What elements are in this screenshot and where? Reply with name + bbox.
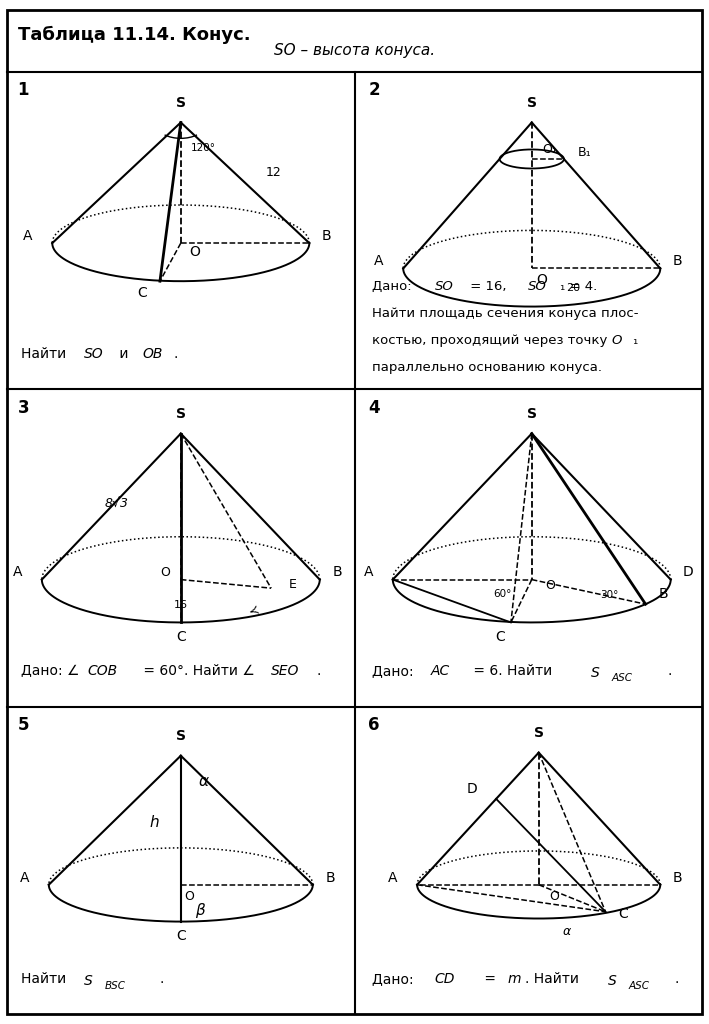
Text: ASC: ASC (629, 981, 650, 991)
Text: A: A (13, 565, 22, 580)
Text: m: m (508, 972, 521, 986)
Text: C: C (496, 631, 506, 644)
Text: 30°: 30° (601, 590, 619, 600)
Text: SO: SO (435, 280, 453, 293)
Text: 60°: 60° (493, 589, 512, 599)
Text: β: β (195, 903, 204, 919)
Text: AC: AC (431, 664, 450, 678)
Text: S: S (534, 726, 544, 740)
Text: 12: 12 (266, 167, 281, 179)
Text: 2: 2 (369, 81, 380, 99)
Text: . Найти: . Найти (525, 972, 584, 986)
Text: .: . (316, 664, 320, 678)
Text: S: S (591, 666, 600, 680)
Text: B: B (333, 565, 342, 580)
Text: .: . (667, 664, 671, 678)
Text: O: O (189, 245, 200, 259)
Text: S: S (527, 407, 537, 421)
Text: O: O (184, 890, 194, 903)
Text: CD: CD (435, 972, 455, 986)
Text: O: O (160, 566, 170, 580)
Text: COB: COB (87, 664, 117, 678)
Text: и: и (115, 346, 133, 360)
Text: = 16,: = 16, (466, 280, 510, 293)
Text: Дано: ∠: Дано: ∠ (21, 664, 79, 678)
Text: C: C (176, 631, 186, 644)
Text: S: S (608, 974, 617, 987)
Text: A: A (23, 229, 33, 243)
Text: B: B (658, 587, 668, 601)
Text: B₁: B₁ (578, 145, 591, 159)
Text: S: S (176, 729, 186, 743)
Text: .: . (160, 972, 164, 986)
Text: SO: SO (84, 346, 103, 360)
Text: A: A (364, 565, 373, 580)
Text: ASC: ASC (612, 673, 632, 683)
Text: D: D (683, 565, 693, 580)
Text: S: S (176, 95, 186, 110)
Text: Найти: Найти (21, 972, 71, 986)
Text: OB: OB (143, 346, 163, 360)
Text: O₁: O₁ (542, 142, 557, 156)
Text: .: . (674, 972, 679, 986)
Text: параллельно основанию конуса.: параллельно основанию конуса. (372, 360, 602, 374)
Text: ₁ = 4.: ₁ = 4. (559, 280, 597, 293)
Text: O: O (546, 580, 556, 592)
Text: Дано:: Дано: (372, 664, 418, 678)
Text: Дано:: Дано: (372, 280, 415, 293)
Text: α: α (563, 926, 571, 938)
Text: C: C (176, 929, 186, 943)
Text: O: O (612, 334, 622, 346)
Text: h: h (150, 815, 159, 829)
Text: C: C (138, 286, 147, 300)
Text: 120°: 120° (191, 143, 216, 153)
Text: B: B (673, 254, 683, 268)
Text: SO: SO (528, 280, 547, 293)
Text: α: α (199, 774, 208, 790)
Text: O: O (537, 273, 547, 288)
Text: BSC: BSC (104, 981, 125, 991)
Text: S: S (527, 95, 537, 110)
Text: ₁: ₁ (632, 334, 638, 346)
Text: 5: 5 (18, 716, 29, 734)
Text: 3: 3 (18, 398, 29, 417)
Text: E: E (289, 579, 296, 591)
Text: B: B (322, 229, 332, 243)
Text: B: B (673, 870, 683, 885)
Text: ≺: ≺ (247, 604, 261, 620)
Text: = 60°. Найти ∠: = 60°. Найти ∠ (139, 664, 255, 678)
Text: B: B (325, 870, 335, 885)
Text: 20: 20 (566, 283, 581, 293)
Text: 1: 1 (18, 81, 29, 99)
Text: Найти: Найти (21, 346, 71, 360)
Text: Найти площадь сечения конуса плос-: Найти площадь сечения конуса плос- (372, 306, 638, 319)
Text: костью, проходящий через точку: костью, проходящий через точку (372, 334, 612, 346)
Text: 6: 6 (369, 716, 380, 734)
Text: S: S (84, 974, 92, 987)
Text: C: C (618, 907, 628, 921)
Text: 4: 4 (369, 398, 380, 417)
Text: =: = (479, 972, 500, 986)
Text: 16: 16 (174, 600, 188, 610)
Text: = 6. Найти: = 6. Найти (469, 664, 557, 678)
Text: .: . (174, 346, 178, 360)
Text: O: O (549, 890, 559, 903)
Text: SO – высота конуса.: SO – высота конуса. (274, 43, 435, 58)
Text: SEO: SEO (271, 664, 299, 678)
Text: A: A (20, 870, 29, 885)
Text: Таблица 11.14. Конус.: Таблица 11.14. Конус. (18, 26, 250, 44)
Text: A: A (388, 870, 398, 885)
Text: A: A (374, 254, 384, 268)
Text: S: S (176, 407, 186, 421)
Text: D: D (467, 781, 477, 796)
Text: Дано:: Дано: (372, 972, 418, 986)
Text: 8√3: 8√3 (105, 497, 129, 510)
